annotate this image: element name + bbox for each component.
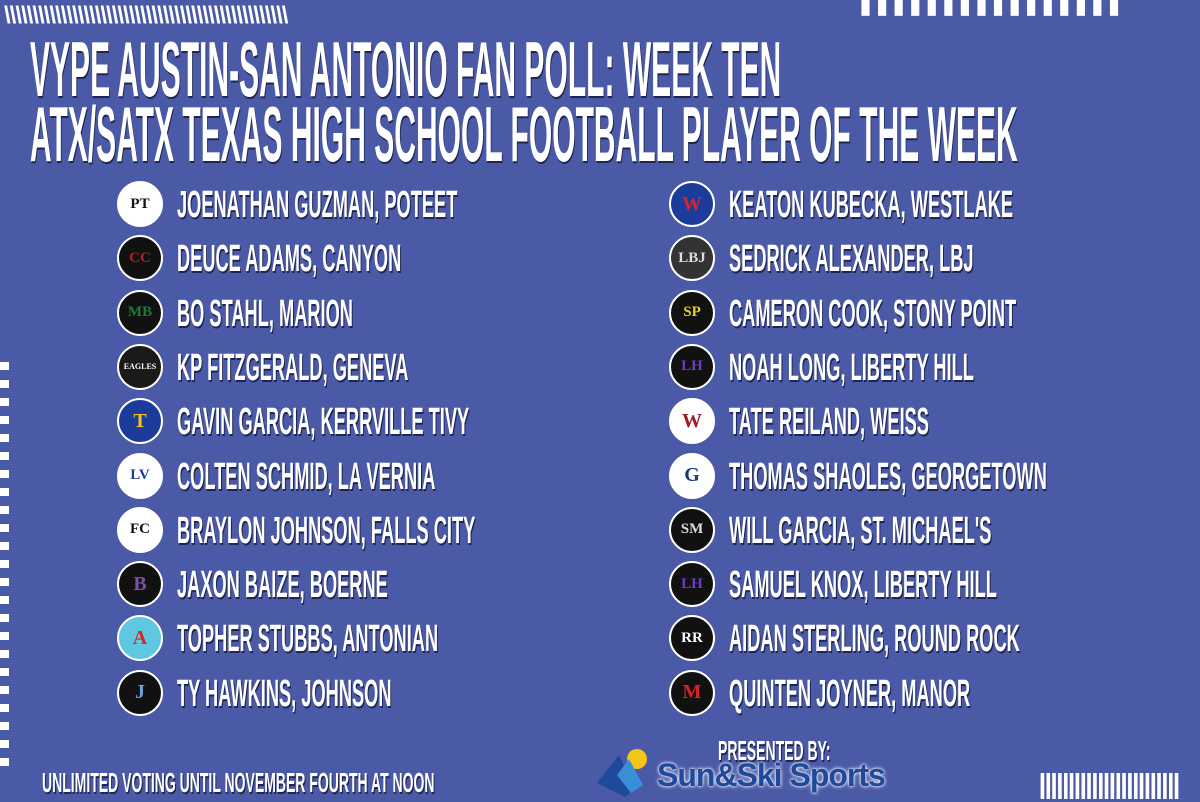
school-logo-icon: M — [669, 669, 715, 716]
decorative-slashes-bottom-right: |||||||||||||||||||||||| — [1038, 768, 1180, 799]
school-logo-icon: T — [117, 398, 163, 445]
school-logo-icon: SP — [669, 289, 715, 336]
nominee-name: SEDRICK ALEXANDER, LBJ — [729, 238, 974, 281]
nominee-name: WILL GARCIA, ST. MICHAEL'S — [729, 509, 992, 552]
decorative-dashes-left — [0, 362, 10, 776]
school-logo-icon: W — [669, 398, 715, 445]
decorative-dashes-top-right: ▮ ▮ ▮ ▮ ▮ ▮ ▮ ▮ ▮ ▮ ▮ ▮ ▮ ▮ ▮ ▮ — [860, 0, 1120, 18]
nominee-name: CAMERON COOK, STONY POINT — [729, 292, 1017, 335]
nominee-name: DEUCE ADAMS, CANYON — [177, 238, 402, 281]
nominee-name: GAVIN GARCIA, KERRVILLE TIVY — [177, 401, 470, 444]
school-logo-icon: LV — [117, 452, 163, 499]
nominee-name: TY HAWKINS, JOHNSON — [177, 672, 392, 715]
nominee-name: TATE REILAND, WEISS — [729, 401, 929, 444]
school-logo-icon: LH — [669, 561, 715, 608]
nominee-name: KEATON KUBECKA, WESTLAKE — [729, 184, 1014, 226]
poll-subtitle: ATX/SATX TEXAS HIGH SCHOOL FOOTBALL PLAY… — [30, 90, 1018, 178]
nominee-name: BO STAHL, MARION — [177, 292, 353, 335]
school-logo-icon: G — [669, 452, 715, 499]
school-logo-icon: RR — [669, 615, 715, 662]
nominee-name: AIDAN STERLING, ROUND ROCK — [729, 618, 1020, 661]
nominee-name: THOMAS SHAOLES, GEORGETOWN — [729, 455, 1047, 498]
voting-deadline: UNLIMITED VOTING UNTIL NOVEMBER FOURTH A… — [42, 767, 435, 798]
school-logo-icon: MB — [117, 289, 163, 336]
school-logo-icon: EAGLES — [117, 343, 163, 390]
school-logo-icon: B — [117, 561, 163, 608]
school-logo-icon: SM — [669, 506, 715, 553]
school-logo-icon: PT — [117, 181, 163, 227]
school-logo-icon: A — [117, 615, 163, 662]
sponsor-logo: Sun&Ski Sports — [595, 745, 955, 797]
nominee-name: JOENATHAN GUZMAN, POTEET — [177, 184, 458, 226]
nominee-name: QUINTEN JOYNER, MANOR — [729, 672, 971, 715]
school-logo-icon: LBJ — [669, 235, 715, 282]
mountain-sun-icon — [597, 749, 647, 797]
nominee-name: NOAH LONG, LIBERTY HILL — [729, 346, 974, 389]
nominee-name: COLTEN SCHMID, LA VERNIA — [177, 455, 436, 498]
nominee-name: JAXON BAIZE, BOERNE — [177, 564, 388, 607]
nominee-name: KP FITZGERALD, GENEVA — [177, 346, 409, 389]
school-logo-icon: LH — [669, 343, 715, 390]
sponsor-name: Sun&Ski Sports — [657, 757, 886, 793]
nominee-name: BRAYLON JOHNSON, FALLS CITY — [177, 509, 476, 552]
nominee-name: SAMUEL KNOX, LIBERTY HILL — [729, 564, 997, 607]
poll-title: VYPE AUSTIN-SAN ANTONIO FAN POLL: WEEK T… — [30, 25, 782, 113]
decorative-slashes-top-left: \\\\\\\\\\\\\\\\\\\\\\\\\\\\\\\\\\\\\\\\… — [4, 2, 288, 29]
school-logo-icon: J — [117, 669, 163, 716]
school-logo-icon: CC — [117, 235, 163, 282]
nominee-name: TOPHER STUBBS, ANTONIAN — [177, 618, 439, 661]
school-logo-icon: FC — [117, 506, 163, 553]
school-logo-icon: W — [669, 181, 715, 227]
presented-by-label: PRESENTED BY: — [718, 735, 831, 766]
